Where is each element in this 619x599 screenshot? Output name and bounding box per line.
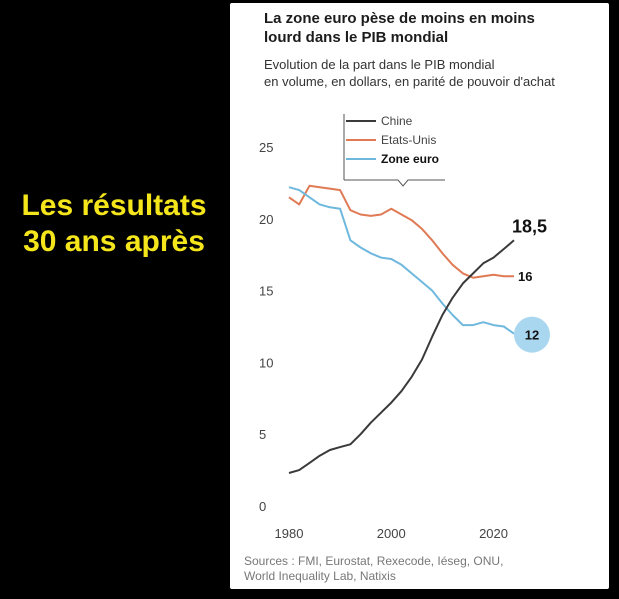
side-caption-line-2: 30 ans après [23,225,205,258]
chart-title-line-1: La zone euro pèse de moins en moins [264,10,535,27]
y-tick-label-20: 20 [259,212,273,227]
legend-bracket-bottom [344,179,445,187]
series-end-labels: 18,5 16 12 [512,216,550,353]
series-line-zone_euro [288,186,515,335]
y-tick-label-25: 25 [259,140,273,155]
chart-subtitle: Evolution de la part dans le PIB mondial… [264,56,604,90]
y-tick-label-15: 15 [259,284,273,299]
series-lines [288,184,515,474]
end-label-bubble-zone-euro [514,316,550,353]
legend-label-etats_unis: Etats-Unis [381,133,436,147]
sources-line-2: World Inequality Lab, Natixis [244,569,396,583]
x-tick-label-1980: 1980 [275,526,304,541]
chart-card: La zone euro pèse de moins en moins lour… [230,3,609,589]
chart-legend: Chine Etats-Unis Zone euro [343,114,445,187]
y-tick-label-10: 10 [259,355,273,370]
side-caption-line-1: Les résultats [21,189,207,222]
chart-title-line-2: lourd dans le PIB mondial [264,29,449,46]
sources-note: Sources : FMI, Eurostat, Rexecode, Iéseg… [244,554,604,584]
x-tick-label-2020: 2020 [479,526,508,541]
sources-line-1: Sources : FMI, Eurostat, Rexecode, Iéseg… [244,554,504,568]
y-tick-label-5: 5 [259,427,266,442]
side-caption: Les résultats 30 ans après [0,188,228,260]
end-label-etats-unis: 16 [518,269,532,284]
series-line-etats_unis [288,184,514,279]
chart-subtitle-line-2: en volume, en dollars, en parité de pouv… [264,74,555,89]
line-chart: 0 5 10 15 20 25 1980 2000 2020 Chine Etats-Unis Z… [259,114,550,541]
y-axis-ticks: 0 5 10 15 20 25 [259,140,273,514]
legend-label-zone_euro: Zone euro [381,152,439,166]
legend-label-chine: Chine [381,114,413,128]
end-label-zone-euro: 12 [525,328,539,343]
x-tick-label-2000: 2000 [377,526,406,541]
series-line-chine [288,239,515,474]
x-axis-ticks: 1980 2000 2020 [275,526,508,541]
chart-subtitle-line-1: Evolution de la part dans le PIB mondial [264,57,495,72]
end-label-chine: 18,5 [512,216,547,236]
y-tick-label-0: 0 [259,499,266,514]
chart-title: La zone euro pèse de moins en moins lour… [264,9,604,47]
